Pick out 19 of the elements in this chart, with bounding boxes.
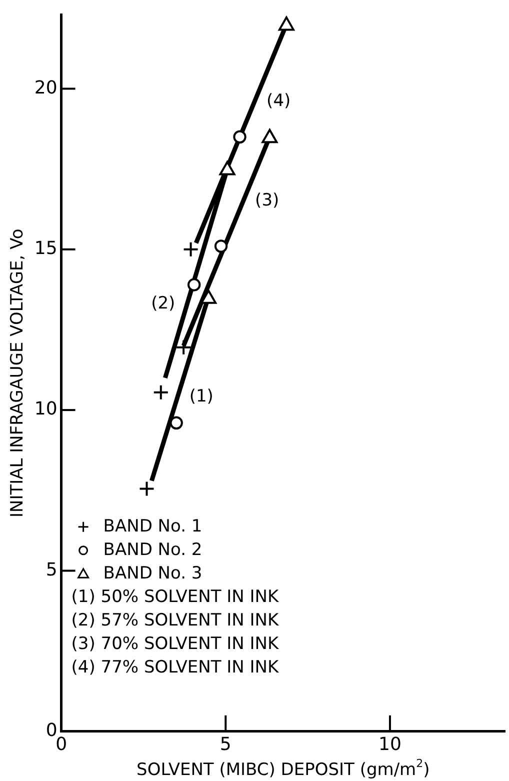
- y-tick-label: 0: [46, 720, 58, 742]
- legend-label: BAND No. 1: [103, 516, 202, 536]
- annotation: (1) 50% SOLVENT IN INK: [71, 586, 280, 607]
- annotation: (4): [266, 90, 291, 111]
- y-axis-title: INITIAL INFRAGAUGE VOLTAGE, Vo: [8, 228, 28, 518]
- y-tick-label: 10: [34, 398, 58, 420]
- x-tick-label: 10: [378, 734, 402, 755]
- annotation: (4) 77% SOLVENT IN INK: [71, 657, 280, 678]
- annotation: (2): [151, 293, 176, 314]
- legend-label: BAND No. 3: [103, 563, 202, 584]
- y-tick-label: 20: [34, 77, 58, 98]
- x-tick-label: 5: [220, 734, 232, 755]
- annotation: (3) 70% SOLVENT IN INK: [71, 634, 280, 654]
- legend-label: BAND No. 2: [103, 540, 202, 560]
- y-tick-label: 15: [34, 238, 58, 260]
- annotation: (2) 57% SOLVENT IN INK: [71, 610, 280, 630]
- y-tick-label: 5: [46, 559, 58, 580]
- annotation: (1): [189, 386, 214, 407]
- annotation: (3): [255, 190, 280, 211]
